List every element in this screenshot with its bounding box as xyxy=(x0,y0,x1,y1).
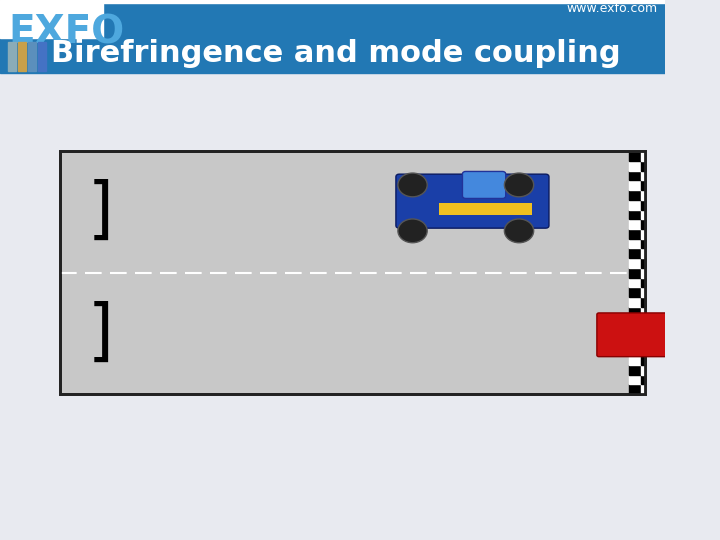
Text: EXFO: EXFO xyxy=(8,14,125,51)
Bar xyxy=(28,42,36,71)
Bar xyxy=(641,161,645,171)
Bar xyxy=(641,326,645,336)
Bar xyxy=(641,278,645,287)
FancyBboxPatch shape xyxy=(60,151,645,394)
Bar xyxy=(629,190,641,200)
Bar xyxy=(629,355,641,365)
Bar xyxy=(629,375,641,384)
Bar xyxy=(641,258,645,268)
Bar xyxy=(0,0,103,38)
Bar xyxy=(629,239,641,248)
Circle shape xyxy=(505,173,534,197)
Text: www.exfo.com: www.exfo.com xyxy=(567,2,657,15)
Circle shape xyxy=(398,219,427,243)
Bar xyxy=(641,219,645,229)
Bar xyxy=(641,297,645,307)
Bar xyxy=(641,229,645,239)
Circle shape xyxy=(505,219,534,243)
Bar xyxy=(629,278,641,287)
Bar xyxy=(641,200,645,210)
Bar xyxy=(639,314,672,320)
Bar xyxy=(60,151,645,394)
Bar xyxy=(641,355,645,365)
Bar xyxy=(629,384,641,394)
Bar xyxy=(629,258,641,268)
Bar xyxy=(641,190,645,200)
Bar xyxy=(641,375,645,384)
Circle shape xyxy=(398,173,427,197)
Bar xyxy=(629,307,641,316)
Bar xyxy=(641,171,645,180)
Bar xyxy=(641,151,645,161)
Bar xyxy=(0,0,665,3)
Bar xyxy=(641,365,645,375)
Bar xyxy=(641,346,645,355)
Bar xyxy=(641,316,645,326)
Bar xyxy=(629,336,641,346)
FancyBboxPatch shape xyxy=(462,171,505,198)
Bar xyxy=(629,210,641,219)
Bar xyxy=(629,229,641,239)
Bar xyxy=(18,42,26,71)
Bar xyxy=(641,239,645,248)
Bar xyxy=(641,307,645,316)
Bar xyxy=(629,268,641,278)
Bar xyxy=(629,316,641,326)
Bar xyxy=(629,297,641,307)
Bar xyxy=(629,180,641,190)
Bar xyxy=(439,202,532,214)
Bar xyxy=(629,326,641,336)
Bar xyxy=(629,287,641,297)
Bar xyxy=(0,0,665,73)
Bar xyxy=(641,248,645,258)
Bar xyxy=(629,151,641,161)
Bar xyxy=(629,248,641,258)
FancyBboxPatch shape xyxy=(597,313,680,356)
Bar xyxy=(629,219,641,229)
Bar xyxy=(641,180,645,190)
Bar xyxy=(629,171,641,180)
Bar xyxy=(629,365,641,375)
Text: Birefringence and mode coupling: Birefringence and mode coupling xyxy=(51,39,621,69)
Bar xyxy=(8,42,16,71)
Bar xyxy=(641,268,645,278)
Text: ]: ] xyxy=(83,300,123,367)
Bar xyxy=(641,336,645,346)
Bar xyxy=(641,384,645,394)
Bar xyxy=(641,210,645,219)
Bar xyxy=(629,161,641,171)
Text: ]: ] xyxy=(83,179,123,245)
Bar xyxy=(641,287,645,297)
Bar xyxy=(38,42,46,71)
FancyBboxPatch shape xyxy=(396,174,549,228)
Bar xyxy=(629,200,641,210)
Bar xyxy=(629,346,641,355)
